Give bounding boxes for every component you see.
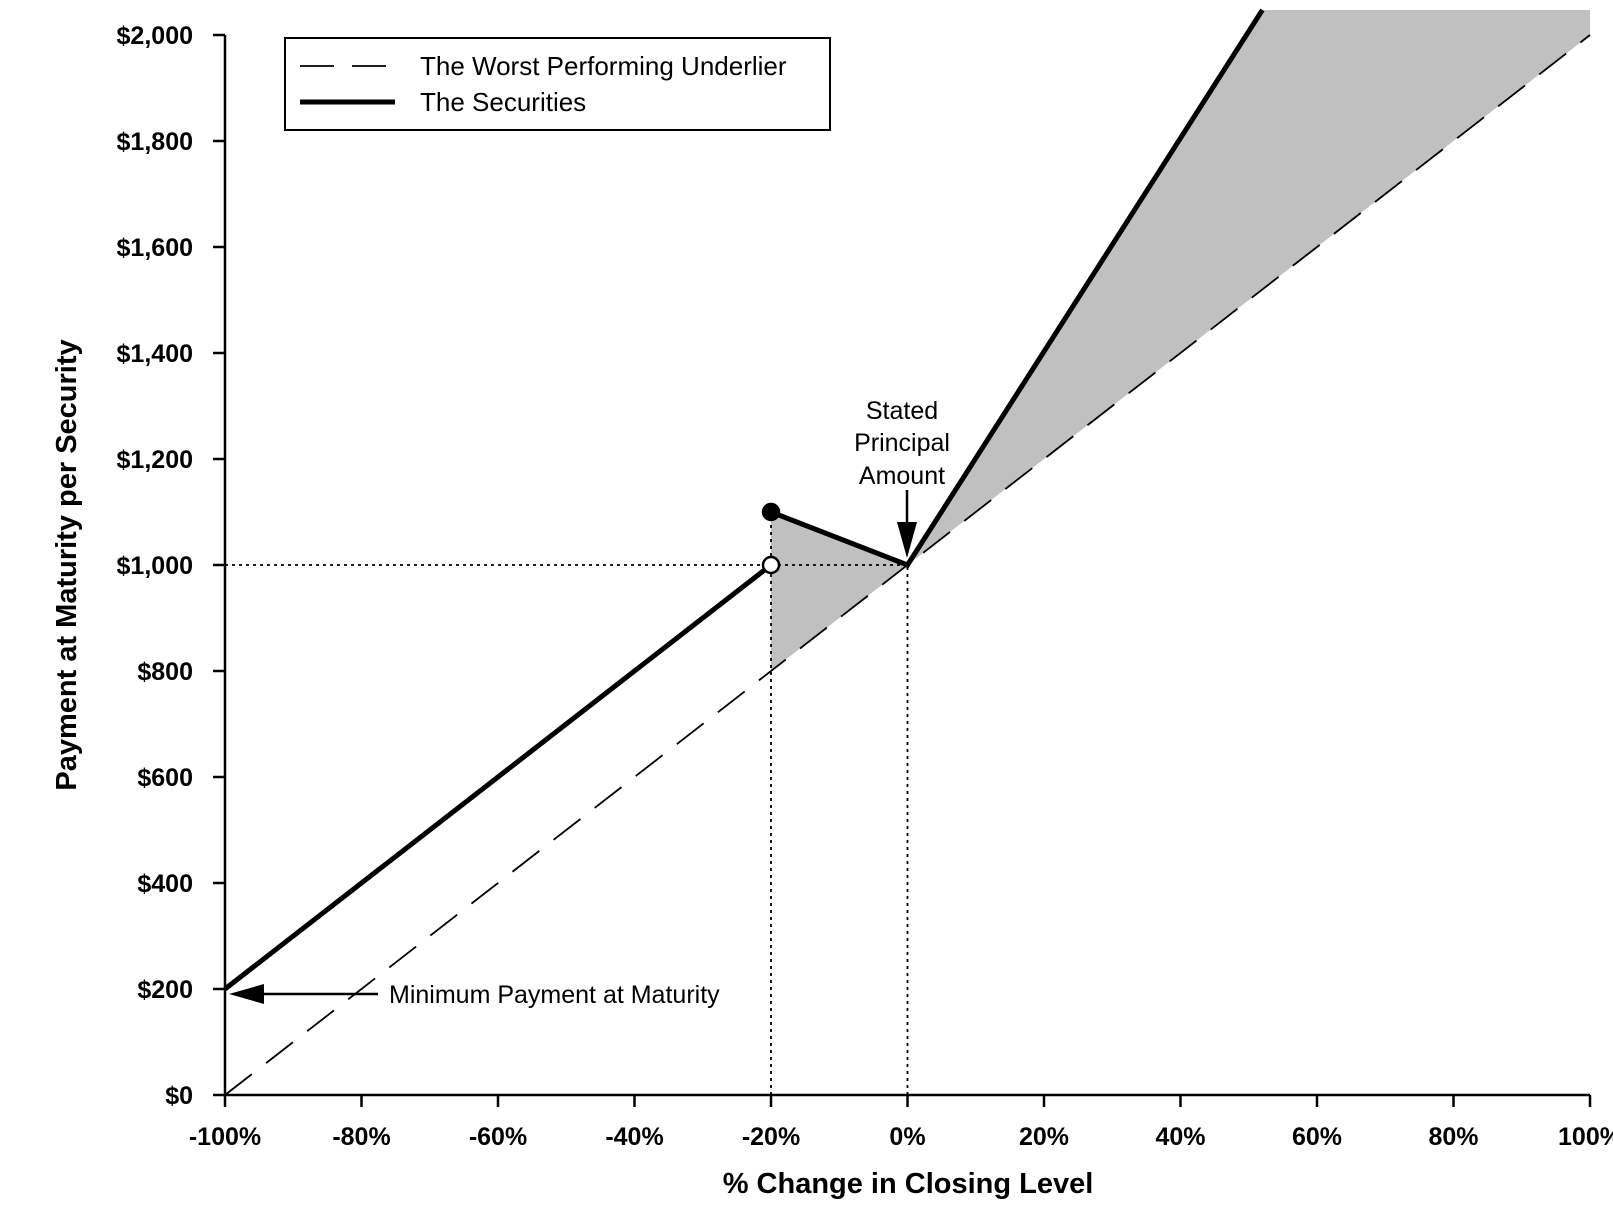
legend-label-securities: The Securities xyxy=(420,87,586,117)
stated-principal-label-line-3: Amount xyxy=(859,462,945,490)
y-tick-label: $1,400 xyxy=(117,340,193,368)
y-tick-label: $800 xyxy=(137,658,193,686)
shaded-region-1 xyxy=(907,10,1590,565)
y-tick-label: $1,200 xyxy=(117,446,193,474)
y-tick-label: $600 xyxy=(137,764,193,792)
series-line-securities-segment-1 xyxy=(770,8,1265,569)
y-tick-label: $1,800 xyxy=(117,128,193,156)
x-tick-label: -60% xyxy=(469,1123,527,1151)
x-tick-label: 100% xyxy=(1558,1123,1613,1151)
x-tick-label: -40% xyxy=(605,1123,663,1151)
minimum-payment-label: Minimum Payment at Maturity xyxy=(389,981,720,1009)
y-tick-label: $200 xyxy=(137,976,193,1004)
x-tick-label: -20% xyxy=(742,1123,800,1151)
x-axis-title: % Change in Closing Level xyxy=(723,1168,1094,1200)
y-tick-label: $1,600 xyxy=(117,234,193,262)
y-tick-label: $1,000 xyxy=(117,552,193,580)
minimum-payment-annotation: Minimum Payment at Maturity xyxy=(229,981,720,1009)
series xyxy=(223,8,1591,1096)
legend: The Worst Performing Underlier The Secur… xyxy=(284,37,831,131)
x-tick-label: 60% xyxy=(1292,1123,1342,1151)
x-ticks: -100% -80% -60% -40% -20% 0% 20% 40% 60% 80% 100% xyxy=(189,1095,1613,1151)
reference-lines xyxy=(225,512,909,1095)
series-line-securities-segment-0 xyxy=(223,563,773,991)
legend-label-underlier: The Worst Performing Underlier xyxy=(420,51,787,81)
open-marker xyxy=(761,555,781,575)
y-axis-title: Payment at Maturity per Security xyxy=(51,339,83,790)
x-tick-label: -100% xyxy=(189,1123,261,1151)
stated-principal-arrowhead xyxy=(897,522,917,558)
x-tick-label: 20% xyxy=(1019,1123,1069,1151)
markers xyxy=(761,502,781,575)
shaded-regions xyxy=(771,10,1590,671)
stated-principal-label-line-2: Principal xyxy=(854,429,950,457)
y-tick-label: $400 xyxy=(137,870,193,898)
x-tick-label: 80% xyxy=(1428,1123,1478,1151)
stated-principal-label-line-1: Stated xyxy=(866,397,938,425)
minimum-payment-arrowhead xyxy=(229,984,264,1004)
x-tick-label: 40% xyxy=(1155,1123,1205,1151)
y-ticks: $0 $200 $400 $600 $800 $1,000 $1,200 $1,400 $1,6… xyxy=(117,22,225,1110)
legend-box xyxy=(284,37,831,131)
y-tick-label: $2,000 xyxy=(117,22,193,50)
y-tick-label: $0 xyxy=(165,1082,193,1110)
stated-principal-annotation: Stated Principal Amount xyxy=(854,397,950,558)
x-tick-label: 0% xyxy=(889,1123,925,1151)
filled-marker xyxy=(761,502,781,522)
x-tick-label: -80% xyxy=(332,1123,390,1151)
